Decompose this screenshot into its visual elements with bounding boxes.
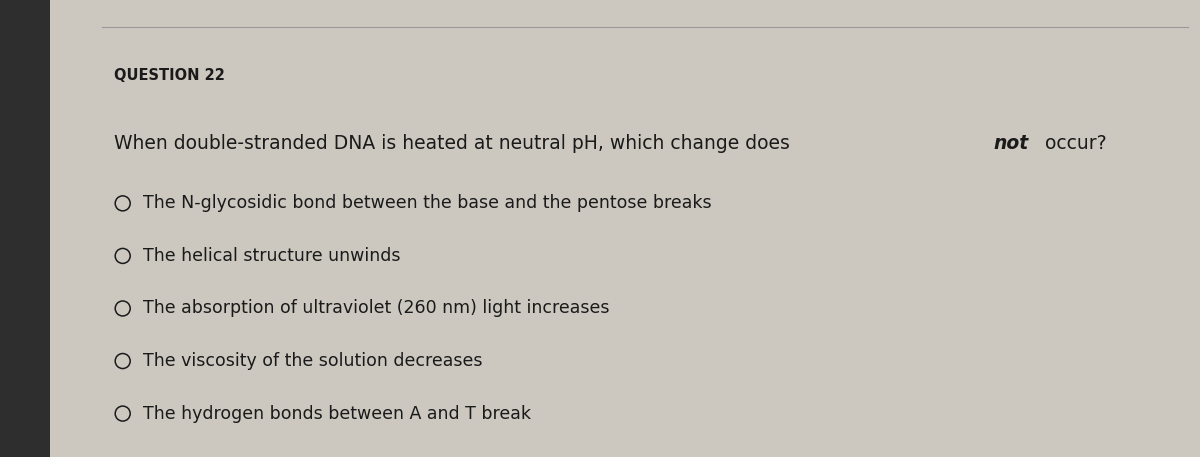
Text: The absorption of ultraviolet (260 nm) light increases: The absorption of ultraviolet (260 nm) l… (144, 299, 610, 318)
Bar (0, 0, 50, 457)
Text: QUESTION 22: QUESTION 22 (114, 68, 224, 83)
Text: The viscosity of the solution decreases: The viscosity of the solution decreases (144, 352, 482, 370)
Text: not: not (994, 134, 1030, 154)
Text: The N-glycosidic bond between the base and the pentose breaks: The N-glycosidic bond between the base a… (144, 194, 712, 213)
Text: The helical structure unwinds: The helical structure unwinds (144, 247, 401, 265)
Text: occur?: occur? (1039, 134, 1106, 154)
Text: When double-stranded DNA is heated at neutral pH, which change does: When double-stranded DNA is heated at ne… (114, 134, 796, 154)
Text: The hydrogen bonds between A and T break: The hydrogen bonds between A and T break (144, 404, 532, 423)
